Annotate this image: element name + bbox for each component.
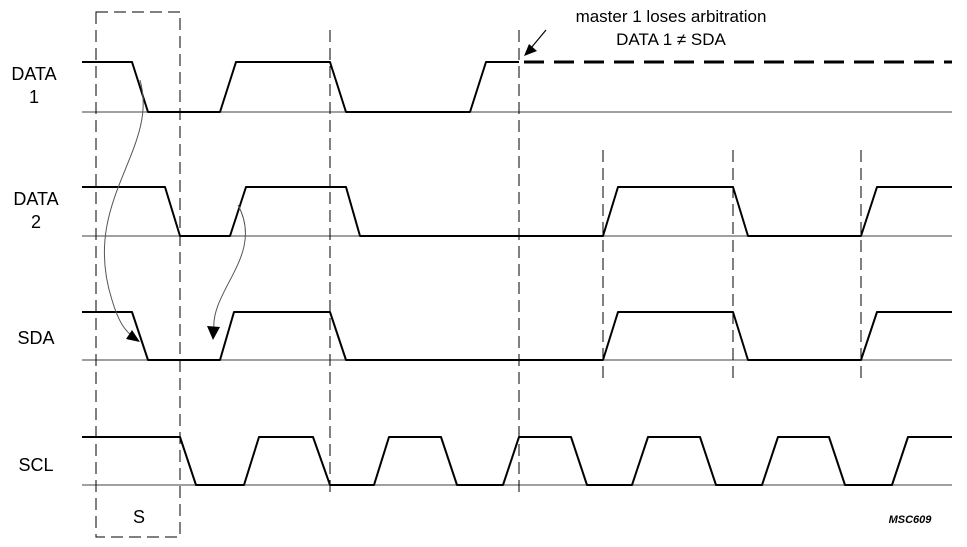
scl-waveform bbox=[82, 437, 952, 485]
scl-label: SCL bbox=[18, 455, 53, 475]
arrowhead-icon bbox=[207, 326, 220, 340]
arrowhead-icon bbox=[524, 44, 537, 56]
data1-waveform bbox=[82, 62, 519, 112]
start-condition-box bbox=[96, 12, 180, 537]
data2-label: DATA bbox=[13, 189, 58, 209]
data1-label: DATA bbox=[11, 64, 56, 84]
causality-arrow bbox=[104, 80, 143, 340]
data2-label-index: 2 bbox=[31, 212, 41, 232]
sda-label: SDA bbox=[17, 328, 54, 348]
annotation-arrow bbox=[531, 30, 546, 48]
start-condition-label: S bbox=[133, 507, 145, 527]
data2-waveform bbox=[82, 187, 952, 236]
data1-label-index: 1 bbox=[29, 87, 39, 107]
arbitration-annotation-line2: DATA 1 ≠ SDA bbox=[616, 30, 726, 49]
figure-code: MSC609 bbox=[889, 514, 933, 526]
arbitration-annotation-line1: master 1 loses arbitration bbox=[576, 7, 767, 26]
